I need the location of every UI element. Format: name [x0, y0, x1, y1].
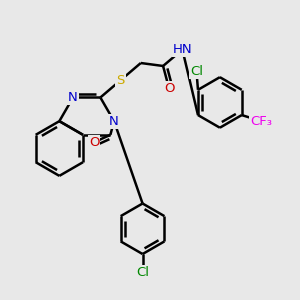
Text: S: S	[116, 74, 125, 87]
Text: O: O	[89, 136, 99, 149]
Text: N: N	[68, 91, 78, 104]
Text: Cl: Cl	[136, 266, 149, 279]
Text: Cl: Cl	[190, 65, 203, 78]
Text: O: O	[164, 82, 174, 95]
Text: HN: HN	[172, 43, 192, 56]
Text: CF₃: CF₃	[250, 115, 272, 128]
Text: N: N	[109, 115, 119, 128]
